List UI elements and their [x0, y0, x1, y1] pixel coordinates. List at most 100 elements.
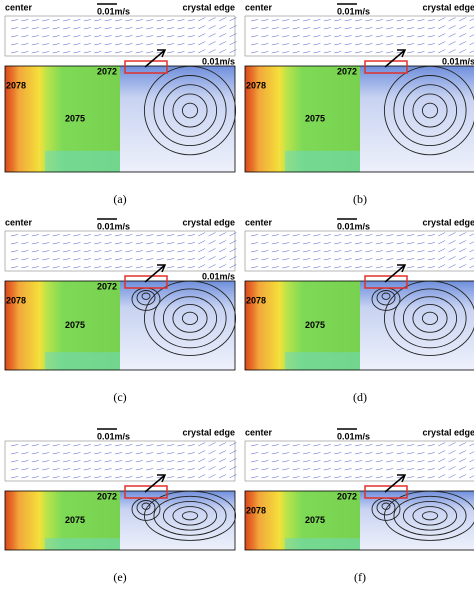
- vector: [229, 466, 237, 471]
- vector: [208, 474, 216, 479]
- vector: [250, 35, 259, 38]
- vector: [292, 266, 300, 269]
- vector: [469, 475, 474, 479]
- vector: [198, 450, 206, 455]
- vector: [448, 25, 456, 30]
- vector: [323, 266, 331, 269]
- vector: [62, 27, 71, 30]
- vector: [146, 266, 154, 269]
- vector: [469, 249, 474, 253]
- vector: [365, 35, 373, 38]
- velocity-field: [120, 66, 235, 172]
- vector: [271, 266, 279, 269]
- vector: [114, 27, 123, 30]
- vector: [344, 51, 352, 54]
- vector: [114, 19, 123, 22]
- vector: [10, 452, 19, 455]
- vector: [448, 474, 456, 479]
- vector: [104, 35, 112, 38]
- vector: [438, 17, 446, 22]
- panel: center 0.01m/s crystal edge 0.01m/s 2078 2072…: [4, 217, 237, 404]
- vector: [114, 35, 123, 38]
- vector: [177, 43, 185, 46]
- vector: [156, 258, 164, 261]
- vector: [208, 264, 216, 269]
- vector: [271, 43, 279, 46]
- streamline: [402, 84, 458, 137]
- vector: [62, 35, 71, 38]
- vector: [135, 27, 143, 30]
- vector: [83, 266, 91, 269]
- vector: [302, 19, 311, 22]
- vector: [282, 27, 290, 30]
- vector: [396, 27, 404, 30]
- vector: [271, 460, 279, 463]
- vector: [313, 51, 321, 54]
- vector: [177, 444, 185, 447]
- streamline: [153, 288, 227, 349]
- vector: [146, 468, 154, 471]
- streamline: [141, 292, 151, 300]
- vector: [166, 19, 175, 22]
- vector: [427, 476, 435, 479]
- vector: [156, 242, 164, 245]
- vector: [10, 27, 19, 30]
- vector: [282, 250, 290, 253]
- vector: [104, 452, 112, 455]
- vector: [354, 27, 363, 30]
- vector: [271, 476, 279, 479]
- vector: [229, 442, 237, 447]
- streamline: [376, 500, 396, 516]
- vector: [323, 35, 331, 38]
- streamline: [143, 490, 237, 541]
- vector: [52, 242, 60, 245]
- vector: [323, 242, 331, 245]
- vector: [250, 444, 259, 447]
- streamline: [136, 500, 156, 516]
- vector: [261, 250, 269, 253]
- vector: [386, 51, 394, 54]
- vector: [10, 460, 19, 463]
- contour-label: 2075: [65, 320, 85, 330]
- vector: [218, 49, 227, 54]
- vector: [135, 452, 143, 455]
- vector: [62, 468, 71, 471]
- vector: [31, 27, 39, 30]
- vector: [187, 250, 195, 253]
- vector: [218, 450, 227, 455]
- vector: [198, 232, 206, 237]
- contour-label: 2078: [246, 295, 266, 305]
- vector: [229, 248, 237, 253]
- vector: [156, 452, 164, 455]
- vector: [292, 27, 300, 30]
- vector: [135, 242, 143, 245]
- vector: [313, 234, 321, 237]
- vector: [125, 258, 133, 261]
- vector: [135, 266, 143, 269]
- vector: [271, 444, 279, 447]
- vector: [21, 476, 29, 479]
- contour-label: 2078: [6, 80, 26, 90]
- vector: [469, 443, 474, 447]
- vector: [323, 43, 331, 46]
- vector: [271, 250, 279, 253]
- vector: [208, 240, 216, 245]
- vector: [218, 25, 227, 30]
- vector: [52, 266, 60, 269]
- vector: [42, 27, 50, 30]
- vector: [114, 250, 123, 253]
- vector: [177, 242, 185, 245]
- vector: [282, 234, 290, 237]
- vector: [334, 452, 342, 455]
- vector: [386, 460, 394, 463]
- vector: [302, 460, 311, 463]
- vector: [218, 232, 227, 237]
- vector: [177, 460, 185, 463]
- vector: [406, 242, 415, 245]
- vector: [271, 27, 279, 30]
- vector: [417, 476, 425, 479]
- vector: [417, 444, 425, 447]
- vector: [21, 250, 29, 253]
- vector: [73, 234, 81, 237]
- vector: [271, 35, 279, 38]
